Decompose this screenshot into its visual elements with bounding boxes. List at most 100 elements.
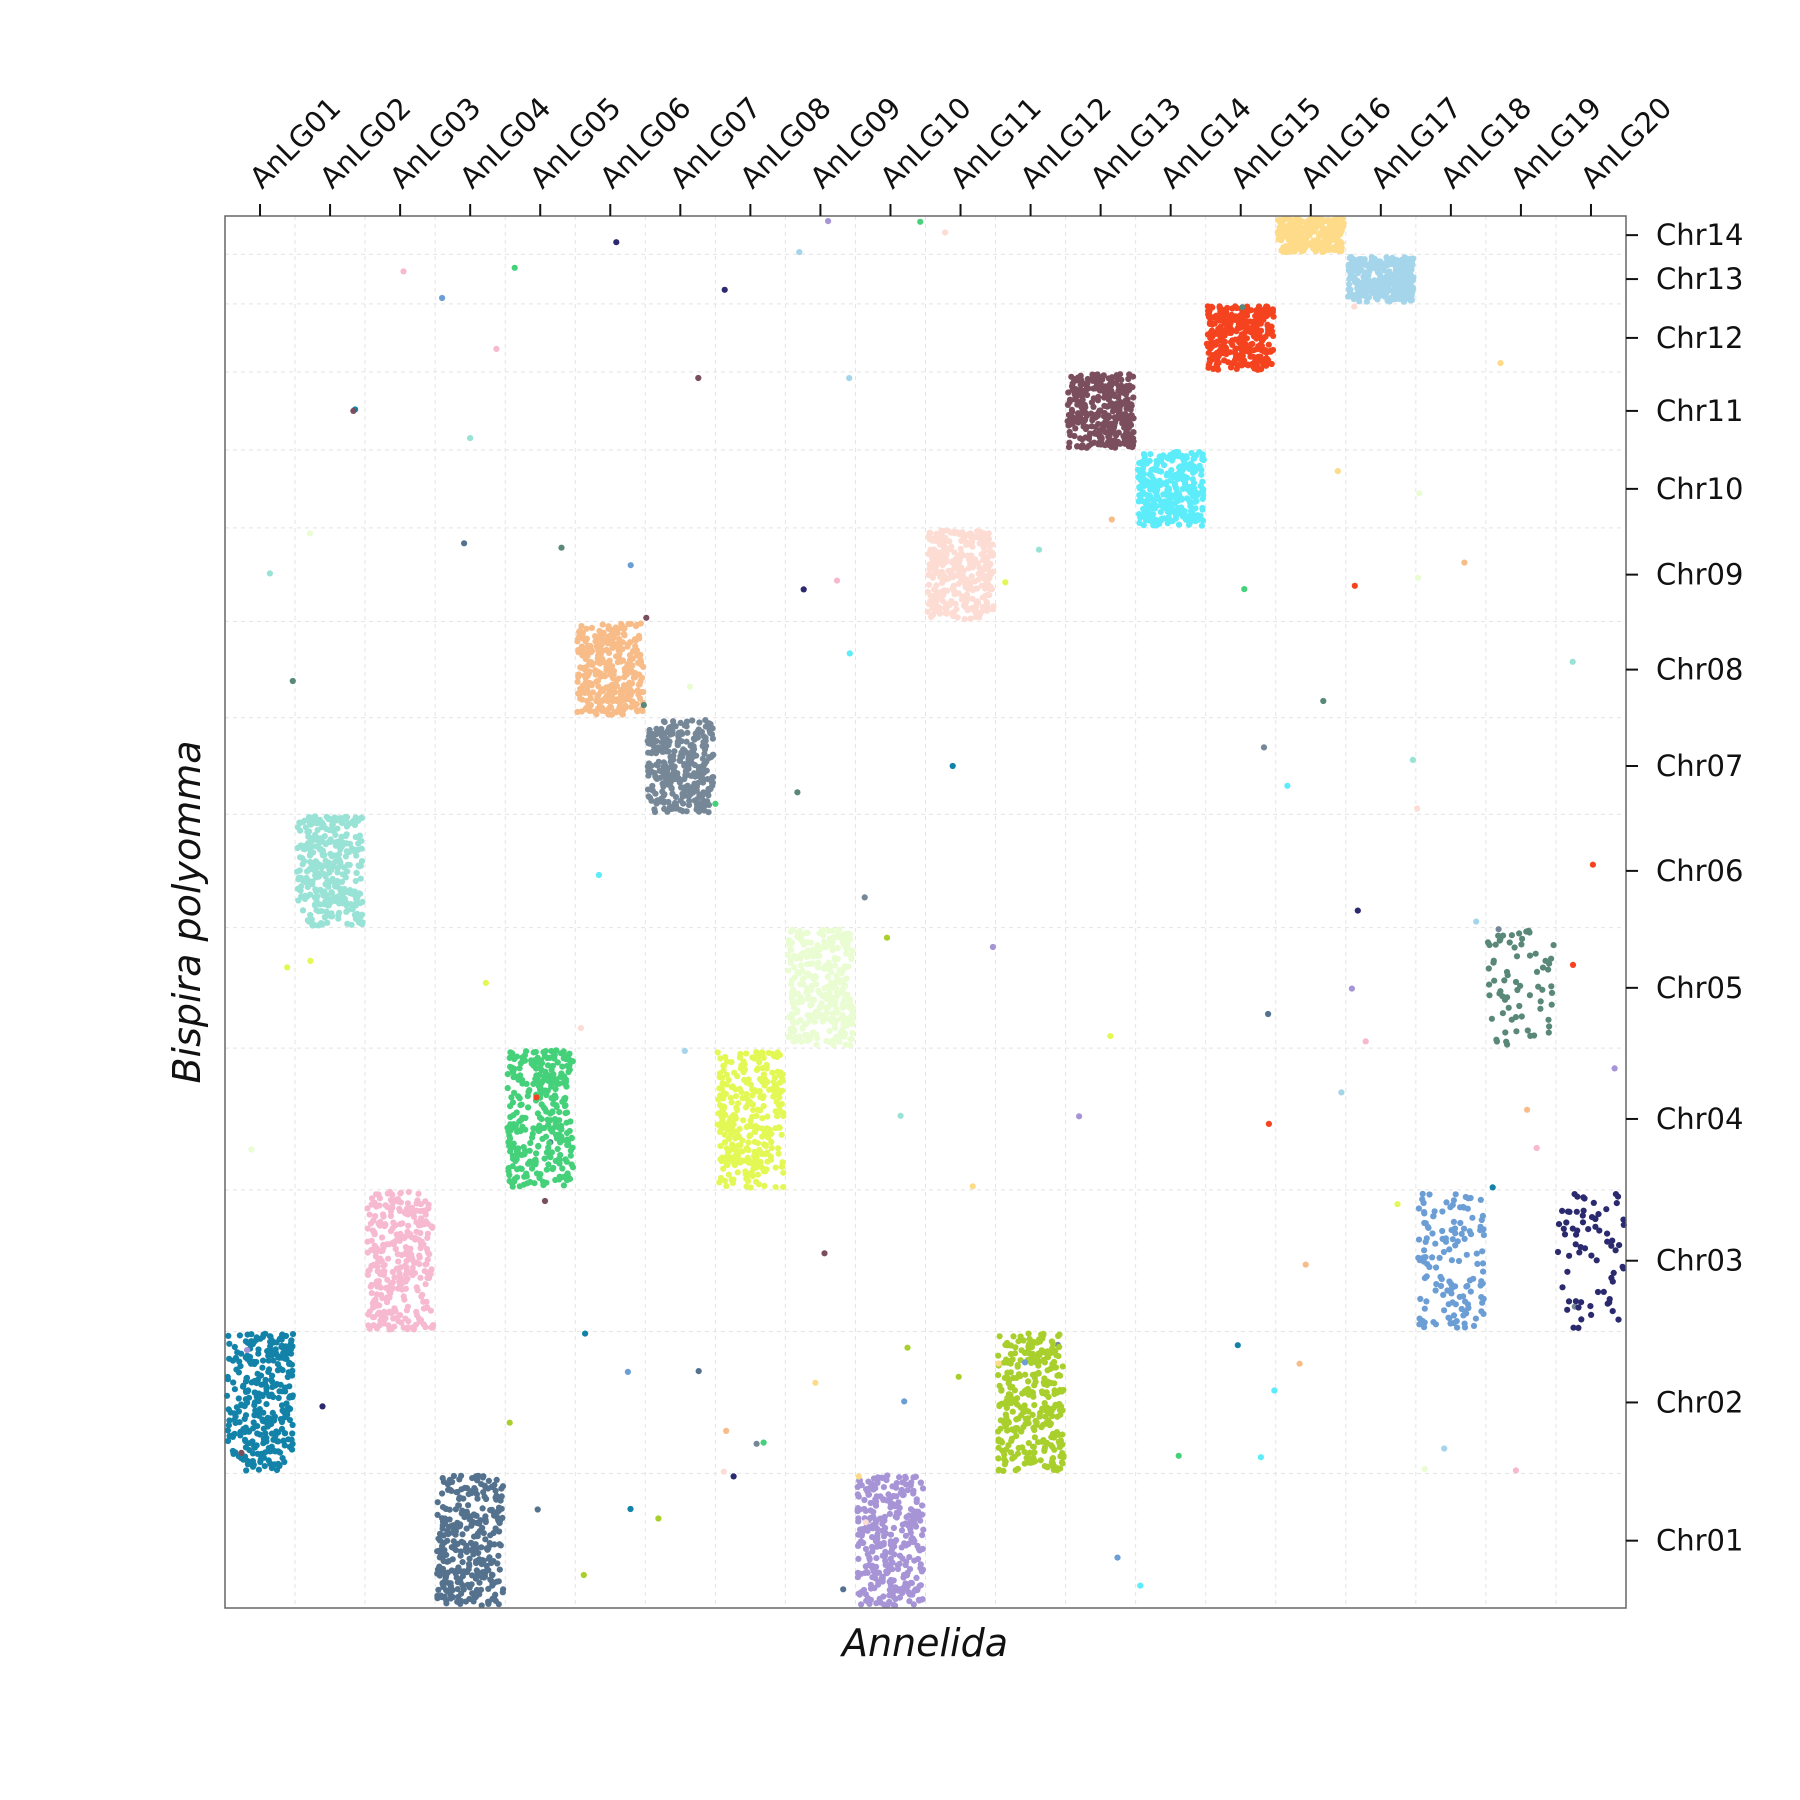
data-point — [768, 1086, 775, 1093]
data-point — [343, 831, 350, 838]
data-point — [898, 1527, 906, 1534]
data-point — [422, 1198, 429, 1205]
data-point — [1120, 400, 1127, 407]
data-point — [516, 1095, 523, 1102]
data-point — [687, 791, 694, 798]
data-point — [775, 1150, 782, 1157]
data-point — [614, 630, 621, 637]
data-point — [803, 972, 810, 979]
data-point — [624, 693, 631, 700]
data-point — [662, 730, 669, 737]
data-point — [938, 588, 945, 596]
data-point — [761, 1182, 768, 1189]
data-point — [1090, 403, 1097, 410]
data-point — [414, 1287, 421, 1294]
data-point — [485, 1485, 492, 1492]
data-point — [562, 1078, 570, 1085]
data-point — [233, 1366, 240, 1373]
data-point — [1250, 353, 1257, 360]
data-point — [417, 1274, 424, 1281]
data-point — [906, 1554, 913, 1561]
data-point — [631, 701, 639, 709]
scatter-point — [840, 1586, 847, 1593]
data-point — [557, 1139, 564, 1146]
data-point — [772, 1164, 779, 1171]
data-point — [459, 1507, 466, 1514]
data-point — [645, 760, 653, 767]
data-point — [794, 933, 801, 940]
data-point — [560, 1055, 567, 1062]
data-point — [974, 528, 981, 535]
data-point — [495, 1552, 502, 1559]
data-point — [434, 1511, 441, 1518]
data-point — [597, 688, 605, 695]
scatter-point — [1271, 1387, 1278, 1394]
data-point — [567, 1118, 574, 1125]
data-point — [530, 1062, 537, 1069]
data-point — [1149, 516, 1156, 524]
data-point — [948, 572, 955, 579]
scatter-point — [493, 345, 500, 352]
scatter-point — [577, 1025, 585, 1032]
data-point — [737, 1142, 744, 1149]
data-point — [872, 1575, 879, 1582]
data-point — [387, 1281, 394, 1288]
data-point — [370, 1262, 377, 1269]
data-point — [723, 1125, 730, 1132]
data-point — [872, 1564, 879, 1571]
data-point — [527, 1139, 534, 1147]
data-point — [1210, 355, 1218, 362]
block-AnLG13-Chr11 — [238, 371, 1137, 1456]
data-point — [364, 1271, 372, 1278]
data-point — [1148, 473, 1155, 480]
data-point — [1011, 1387, 1019, 1394]
scatter-point — [1394, 1201, 1401, 1208]
data-point — [305, 917, 312, 925]
data-point — [1100, 372, 1107, 379]
data-point — [364, 1238, 371, 1245]
data-point — [467, 1513, 474, 1520]
data-point — [612, 624, 619, 631]
data-point — [867, 1499, 874, 1507]
data-point — [824, 973, 831, 981]
data-point — [1136, 510, 1143, 518]
data-point — [1224, 313, 1231, 320]
data-point — [226, 1355, 233, 1362]
data-point — [1247, 329, 1254, 336]
data-point — [780, 1169, 787, 1176]
data-point — [909, 1538, 917, 1546]
scatter-point — [580, 1571, 587, 1579]
data-point — [226, 1340, 233, 1347]
data-point — [1044, 1463, 1051, 1470]
data-point — [466, 1562, 473, 1569]
data-point — [947, 529, 955, 536]
data-point — [343, 899, 350, 907]
data-point — [1014, 1362, 1021, 1369]
data-point — [552, 1086, 559, 1093]
scatter-point — [1284, 782, 1291, 789]
data-point — [266, 1416, 273, 1423]
data-point — [289, 1394, 296, 1401]
data-point — [1021, 1404, 1028, 1411]
scatter-point — [753, 1440, 760, 1447]
data-point — [865, 1491, 873, 1498]
data-point — [260, 1357, 267, 1364]
data-point — [736, 1125, 743, 1132]
data-point — [844, 930, 852, 937]
data-point — [602, 695, 609, 702]
data-point — [447, 1523, 454, 1530]
scatter-point — [1409, 756, 1416, 764]
data-point — [278, 1333, 285, 1340]
data-point — [676, 806, 684, 813]
data-point — [981, 544, 988, 551]
data-point — [672, 793, 680, 801]
data-point — [830, 1042, 837, 1049]
data-point — [518, 1101, 525, 1108]
data-point — [515, 1076, 522, 1083]
data-point — [534, 1110, 542, 1117]
data-point — [230, 1432, 237, 1439]
data-point — [830, 934, 838, 941]
data-point — [1255, 316, 1262, 324]
data-point — [544, 1062, 552, 1069]
data-point — [1227, 339, 1235, 346]
